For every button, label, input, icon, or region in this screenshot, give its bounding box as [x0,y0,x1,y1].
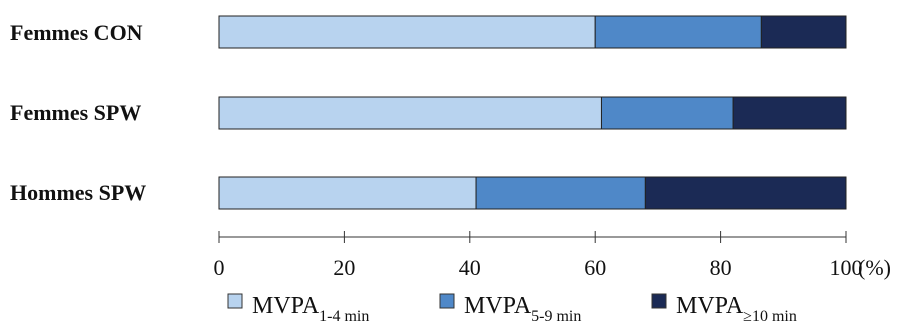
bar-femmes-con-mvpa-5-9-min [594,15,762,49]
legend-swatch-10-min [651,293,667,309]
bar-femmes-spw-mvpa-10-min [732,96,847,130]
category-label-femmes-spw: Femmes SPW [10,100,141,125]
bar-femmes-spw-mvpa-1-4-min [218,96,602,130]
bar-hommes-spw-mvpa-1-4-min [218,176,477,210]
legend-label-5-9-min: MVPA5-9 min [464,293,581,325]
x-tick-label-20: 20 [333,255,355,280]
category-label-hommes-spw: Hommes SPW [10,180,146,205]
legend-swatch-5-9-min [439,293,455,309]
x-tick-label-40: 40 [459,255,481,280]
bars [218,15,847,210]
x-tick-label-60: 60 [584,255,606,280]
legend-label-1-4-min: MVPA1-4 min [252,293,369,325]
x-tick-label-0: 0 [214,255,225,280]
bar-femmes-con-mvpa-10-min [760,15,847,49]
bar-hommes-spw-mvpa-5-9-min [475,176,646,210]
bar-femmes-spw-mvpa-5-9-min [600,96,734,130]
bar-hommes-spw-mvpa-10-min [644,176,847,210]
category-label-femmes-con: Femmes CON [10,20,143,45]
x-axis: 0 20 40 60 80 100 [214,231,863,280]
x-tick-label-80: 80 [710,255,732,280]
legend-label-10-min: MVPA≥10 min [676,293,797,325]
category-labels: Femmes CON Femmes SPW Hommes SPW [10,20,146,205]
x-tick-label-100: 100 [830,255,863,280]
legend-swatch-1-4-min [227,293,243,309]
legend: MVPA1-4 min MVPA5-9 min MVPA≥10 min [227,293,797,325]
x-axis-unit: (%) [858,255,891,280]
bar-femmes-con-mvpa-1-4-min [218,15,596,49]
